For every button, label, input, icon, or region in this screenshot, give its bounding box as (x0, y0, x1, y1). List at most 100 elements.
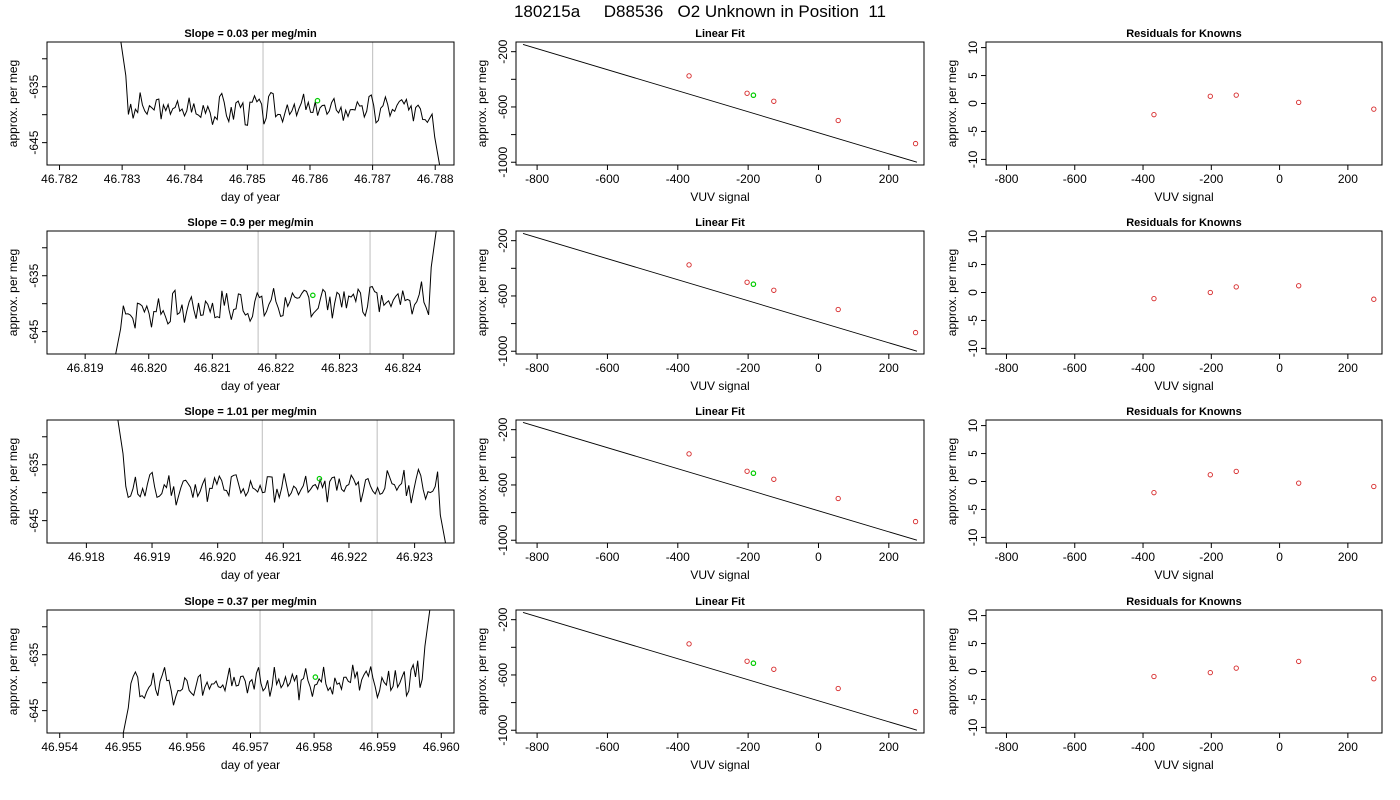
data-point (771, 98, 777, 104)
x-tick-label: 46.788 (417, 172, 454, 186)
x-tick-label: -200 (1199, 361, 1223, 375)
x-tick-label: -200 (736, 361, 760, 375)
y-tick-label: -10 (966, 718, 980, 736)
x-tick-label: -200 (1199, 172, 1223, 186)
x-tick-label: 200 (1338, 361, 1358, 375)
plot-frame (515, 230, 925, 355)
y-tick-label: -200 (496, 39, 510, 63)
figure-title: 180215a D88536 O2 Unknown in Position 11 (513, 2, 887, 21)
plot-frame (46, 609, 455, 734)
chart-title: Linear Fit (695, 28, 745, 40)
x-tick-label: -600 (1063, 172, 1087, 186)
x-axis-label: day of year (221, 190, 280, 204)
chart-panel-trace-3: Slope = 1.01 per meg/min 46.918 46.919 46.9… (6, 406, 455, 582)
chart-panel-residuals-3: Residuals for Knowns -800 -600 -400 -200 0 200… (945, 406, 1383, 582)
y-axis-label: approx. per meg (6, 60, 20, 147)
x-axis-label: VUV signal (1154, 190, 1213, 204)
plot-frame (985, 609, 1383, 734)
x-tick-label: -600 (1063, 361, 1087, 375)
y-tick-label: -5 (966, 315, 980, 326)
chart-title: Residuals for Knowns (1126, 217, 1242, 229)
chart-title: Slope = 1.01 per meg/min (184, 406, 317, 418)
x-tick-label: 46.786 (292, 172, 329, 186)
data-point (744, 658, 750, 664)
x-tick-label: 46.820 (130, 361, 167, 375)
chart-panel-trace-2: Slope = 0.9 per meg/min 46.819 46.820 46.82… (6, 217, 455, 393)
x-tick-label: -800 (525, 740, 549, 754)
x-tick-label: 200 (879, 740, 899, 754)
x-tick-label: -800 (994, 740, 1018, 754)
x-tick-label: 46.784 (166, 172, 203, 186)
y-axis-label: approx. per meg (945, 60, 959, 147)
data-point (744, 279, 750, 285)
data-point (1151, 673, 1157, 680)
y-tick-label: -10 (966, 150, 980, 168)
data-point (1371, 676, 1377, 682)
y-tick-label: -600 (496, 663, 510, 687)
y-tick-label: -600 (496, 284, 510, 308)
data-point (1371, 483, 1377, 490)
y-tick-label: 5 (966, 261, 980, 268)
y-tick-label: -600 (496, 95, 510, 119)
unknown-marker (316, 475, 323, 482)
x-tick-label: 46.822 (258, 361, 295, 375)
unknown-marker (314, 97, 321, 104)
x-tick-label: 46.956 (169, 740, 206, 754)
x-tick-label: -800 (525, 361, 549, 375)
y-tick-label: -635 (27, 452, 41, 476)
chart-panel-residuals-1: Residuals for Knowns -800 -600 -400 -200 0 200… (945, 28, 1383, 204)
data-point (1207, 472, 1213, 478)
plot-frame (985, 41, 1383, 166)
x-tick-label: 46.782 (41, 172, 78, 186)
data-point (1296, 658, 1302, 665)
y-tick-label: -1000 (496, 336, 510, 367)
chart-title: Slope = 0.37 per meg/min (184, 596, 317, 608)
chart-panel-residuals-4: Residuals for Knowns -800 -600 -400 -200 0 200… (945, 596, 1383, 772)
fit-line (522, 612, 918, 731)
plot-frame (46, 230, 455, 355)
y-tick-label: -645 (27, 130, 41, 154)
data-point (1296, 480, 1302, 486)
x-axis-label: VUV signal (690, 568, 749, 582)
x-tick-label: -200 (1199, 550, 1223, 564)
x-tick-label: -600 (595, 172, 619, 186)
y-tick-label: -1000 (496, 525, 510, 556)
x-tick-label: -200 (1199, 740, 1223, 754)
chart-title: Residuals for Knowns (1126, 28, 1242, 40)
data-point (686, 262, 692, 268)
data-point (1233, 665, 1239, 671)
data-point (771, 476, 777, 482)
y-axis-label: approx. per meg (945, 438, 959, 525)
x-tick-label: 0 (815, 550, 822, 564)
plot-area (522, 44, 919, 163)
x-axis-label: VUV signal (1154, 379, 1213, 393)
x-tick-label: -200 (736, 740, 760, 754)
y-tick-label: 0 (966, 668, 980, 675)
data-point (744, 90, 750, 96)
x-tick-label: -600 (1063, 550, 1087, 564)
x-tick-label: 46.959 (359, 740, 396, 754)
y-tick-label: -1000 (496, 715, 510, 746)
y-tick-label: -635 (27, 74, 41, 98)
data-point (835, 685, 841, 692)
y-tick-label: -645 (27, 319, 41, 343)
x-tick-label: 46.785 (229, 172, 266, 186)
data-point (912, 708, 919, 715)
data-point (686, 73, 692, 79)
chart-panel-linear-fit-2: Linear Fit -800 -600 -400 -200 0 200 -1000 -600 -… (475, 217, 925, 393)
x-tick-label: -200 (736, 550, 760, 564)
y-tick-label: -645 (27, 508, 41, 532)
chart-panel-trace-1: Slope = 0.03 per meg/min 46.782 46.783 46.7… (6, 28, 455, 204)
y-tick-label: 5 (966, 450, 980, 457)
chart-panel-linear-fit-4: Linear Fit -800 -600 -400 -200 0 200 -1000 -600 -… (475, 596, 925, 772)
y-axis-label: approx. per meg (945, 628, 959, 715)
plot-area (1151, 658, 1377, 682)
data-point (1371, 106, 1377, 112)
x-axis-label: VUV signal (690, 190, 749, 204)
x-tick-label: 46.824 (385, 361, 422, 375)
chart-title: Linear Fit (695, 217, 745, 229)
y-tick-label: -200 (496, 417, 510, 441)
unknown-marker (312, 674, 319, 680)
y-tick-label: 0 (966, 478, 980, 485)
y-axis-label: approx. per meg (6, 249, 20, 336)
